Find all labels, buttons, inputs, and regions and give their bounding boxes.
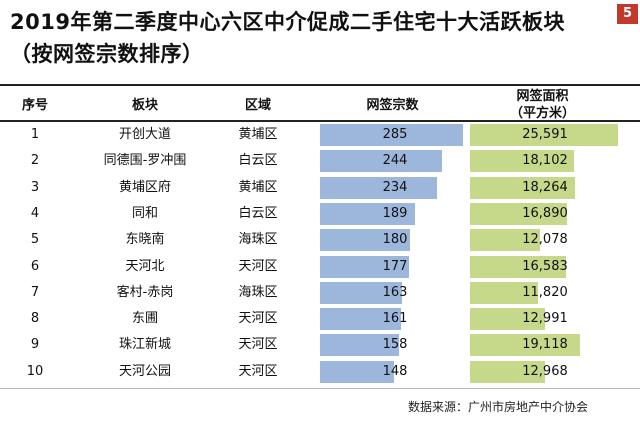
cell-district: 黄埔区 [238, 179, 278, 195]
header-bottom-rule [0, 120, 640, 122]
area-bar [470, 281, 538, 304]
count-value-label: 148 [382, 363, 408, 379]
count-bar [320, 334, 399, 357]
count-value-label: 189 [382, 205, 408, 221]
cell-block: 同德围-罗冲围 [103, 153, 187, 169]
count-value-label: 177 [382, 258, 408, 274]
chart-subtitle: （按网签宗数排序） [10, 42, 204, 66]
area-value-label: 18,102 [522, 153, 568, 169]
cell-rank: 1 [30, 127, 40, 142]
cell-district: 海珠区 [238, 284, 278, 300]
count-bar [320, 360, 394, 383]
cell-rank: 7 [30, 284, 40, 300]
header-rank: 序号 [21, 98, 48, 113]
header-area-line1: 网签面积 [516, 89, 569, 104]
cell-district: 白云区 [238, 205, 278, 221]
count-value-label: 180 [382, 232, 408, 248]
table-bottom-rule [0, 388, 640, 389]
count-bar [320, 124, 463, 146]
cell-block: 同和 [131, 205, 158, 221]
cell-block: 黄埔区府 [118, 179, 171, 195]
header-block: 板块 [131, 98, 158, 113]
count-bar [320, 308, 401, 331]
source-note: 数据来源：广州市房地产中介协会 [408, 400, 589, 414]
cell-block: 客村-赤岗 [116, 284, 174, 300]
cell-rank: 8 [30, 311, 40, 327]
area-value-label: 16,890 [522, 205, 568, 221]
cell-rank: 9 [30, 337, 40, 353]
area-bar [470, 229, 540, 252]
area-bar [470, 124, 618, 146]
count-value-label: 244 [382, 153, 408, 169]
count-value-label: 161 [382, 311, 408, 327]
area-bar [470, 150, 574, 173]
header-top-rule [0, 84, 640, 86]
cell-district: 白云区 [238, 153, 278, 169]
cell-block: 天河北 [125, 258, 165, 274]
cell-rank: 5 [30, 232, 40, 248]
area-bar [470, 334, 580, 357]
area-value-label: 11,820 [522, 284, 568, 300]
header-count: 网签宗数 [366, 98, 419, 113]
count-bar [320, 229, 410, 252]
cell-block: 东圃 [131, 311, 158, 327]
cell-district: 天河区 [238, 337, 278, 353]
cell-rank: 2 [30, 153, 40, 169]
area-value-label: 12,991 [522, 311, 568, 327]
cell-block: 天河公园 [118, 363, 171, 379]
area-value-label: 12,968 [522, 363, 568, 379]
area-value-label: 25,591 [522, 127, 568, 142]
count-bar [320, 176, 437, 199]
count-bar [320, 255, 409, 278]
cell-rank: 10 [26, 363, 44, 379]
cell-district: 天河区 [238, 363, 278, 379]
chart-title: 2019年第二季度中心六区中介促成二手住宅十大活跃板块 [10, 10, 565, 34]
cell-rank: 3 [30, 179, 40, 195]
area-value-label: 18,264 [522, 179, 568, 195]
cell-block: 东晓南 [125, 232, 165, 248]
page-number-badge: 5 [617, 4, 638, 24]
area-value-label: 12,078 [522, 232, 568, 248]
area-value-label: 19,118 [522, 337, 568, 353]
area-bar [470, 255, 566, 278]
count-bar [320, 202, 415, 225]
cell-block: 开创大道 [118, 127, 171, 142]
count-value-label: 163 [382, 284, 408, 300]
cell-district: 天河区 [238, 311, 278, 327]
area-bar [470, 360, 545, 383]
count-value-label: 234 [382, 179, 408, 195]
cell-district: 天河区 [238, 258, 278, 274]
cell-district: 海珠区 [238, 232, 278, 248]
count-bar [320, 150, 442, 173]
area-bar [470, 308, 545, 331]
cell-block: 珠江新城 [118, 337, 171, 353]
area-bar [470, 176, 575, 199]
count-value-label: 158 [382, 337, 408, 353]
area-value-label: 16,583 [522, 258, 568, 274]
count-value-label: 285 [382, 127, 408, 142]
header-district: 区域 [244, 98, 271, 113]
cell-rank: 6 [30, 258, 40, 274]
count-bar [320, 281, 402, 304]
cell-rank: 4 [30, 205, 40, 221]
cell-district: 黄埔区 [238, 127, 278, 142]
area-bar [470, 202, 567, 225]
header-area-line2: （平方米） [509, 106, 575, 121]
